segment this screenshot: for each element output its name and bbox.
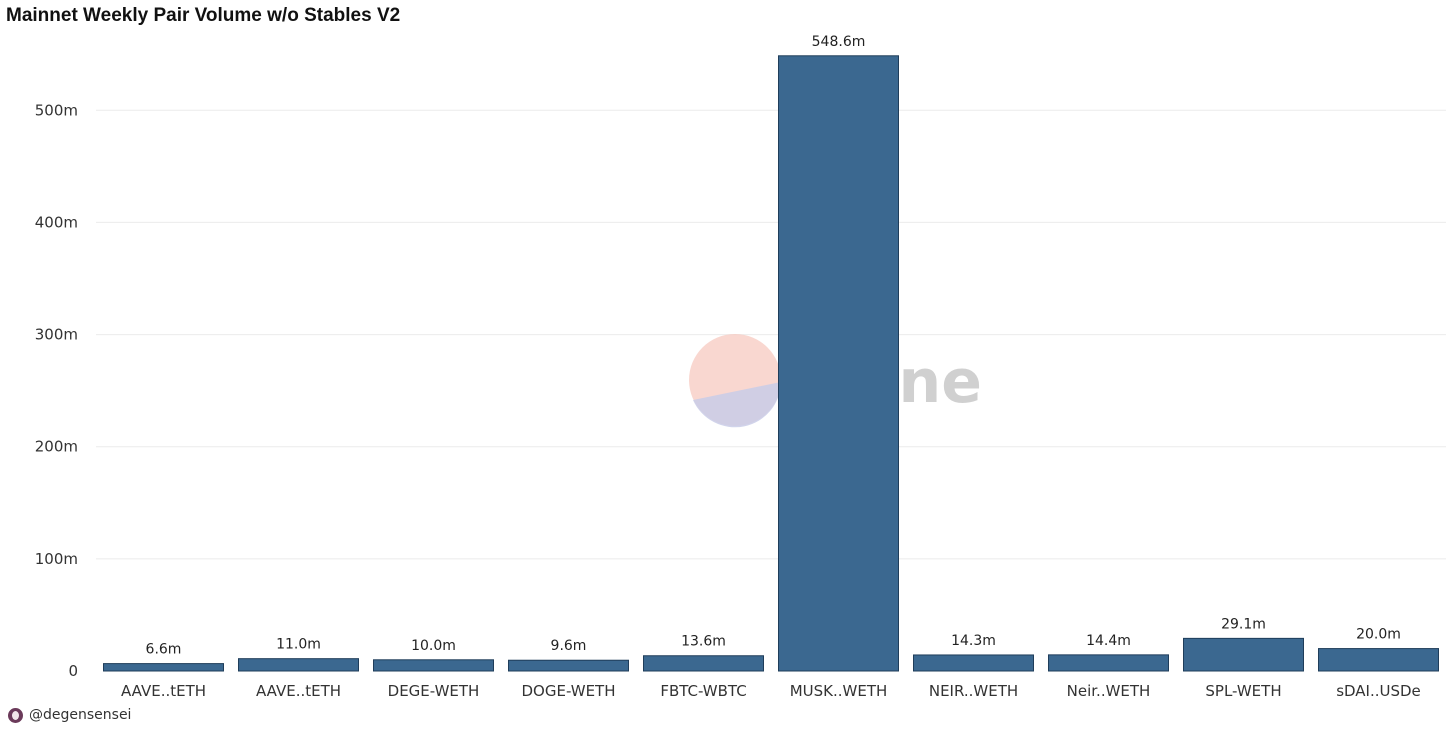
bar <box>1048 654 1169 672</box>
y-tick-label: 200m <box>35 438 78 456</box>
x-tick-label: DEGE-WETH <box>388 682 480 700</box>
bar-value-label: 11.0m <box>276 637 321 653</box>
bar <box>778 55 899 672</box>
chart-title: Mainnet Weekly Pair Volume w/o Stables V… <box>6 5 401 26</box>
bar-value-label: 13.6m <box>681 634 726 650</box>
bar <box>238 658 359 672</box>
bar-value-label: 548.6m <box>812 34 866 50</box>
bars-layer <box>103 55 1439 672</box>
bar <box>1183 637 1304 672</box>
bar <box>1318 648 1439 672</box>
labels-layer: 0 100m 200m 300m 400m 500m 6.6m AAVE..tETH 11.0m… <box>35 34 1421 700</box>
bar <box>508 659 629 672</box>
grid-layer <box>96 109 1446 560</box>
author-avatar[interactable] <box>8 707 23 723</box>
bar <box>643 655 764 672</box>
x-tick-label: SPL-WETH <box>1205 682 1281 700</box>
y-tick-label: 100m <box>35 550 78 568</box>
x-tick-label: NEIR..WETH <box>929 682 1018 700</box>
bar <box>103 663 224 672</box>
x-tick-label: Neir..WETH <box>1067 682 1151 700</box>
bar-value-label: 20.0m <box>1356 627 1401 643</box>
bar-value-label: 14.4m <box>1086 633 1131 649</box>
x-tick-label: AAVE..tETH <box>121 682 206 700</box>
footer: @degensensei <box>8 707 131 723</box>
x-tick-label: DOGE-WETH <box>521 682 615 700</box>
y-tick-label: 500m <box>35 101 78 119</box>
bar <box>373 659 494 672</box>
bar <box>913 654 1034 672</box>
bar-value-label: 6.6m <box>146 642 182 658</box>
y-tick-label: 400m <box>35 213 78 231</box>
x-tick-label: AAVE..tETH <box>256 682 341 700</box>
watermark-logo-bottom <box>693 382 781 428</box>
author-handle[interactable]: @degensensei <box>29 707 132 723</box>
x-tick-label: MUSK..WETH <box>790 682 888 700</box>
bar-value-label: 14.3m <box>951 633 996 649</box>
bar-value-label: 29.1m <box>1221 616 1266 632</box>
y-tick-label: 0 <box>68 662 78 680</box>
bar-value-label: 10.0m <box>411 638 456 654</box>
x-tick-label: FBTC-WBTC <box>660 682 746 700</box>
x-tick-label: sDAI..USDe <box>1336 682 1421 700</box>
bar-value-label: 9.6m <box>551 638 587 654</box>
y-tick-label: 300m <box>35 326 78 344</box>
